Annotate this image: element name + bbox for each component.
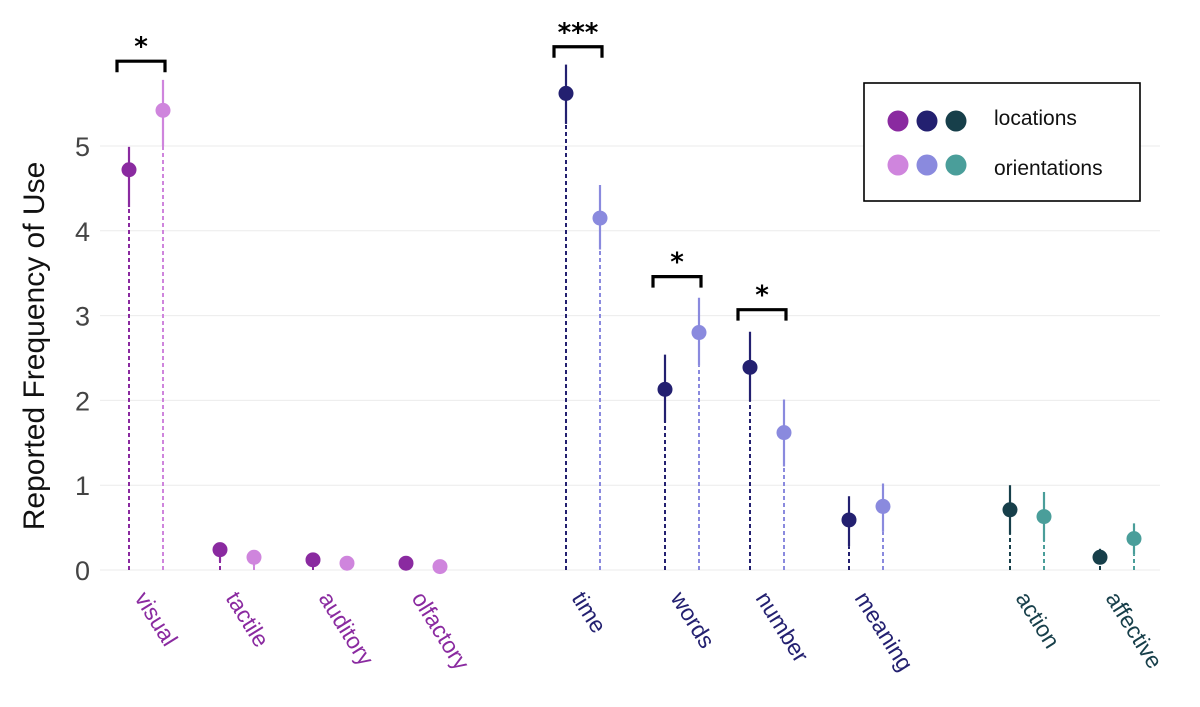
meaning-locations-point [841,512,857,528]
x-tick-label-number: number [751,587,815,667]
legend-label-orientations: orientations [994,157,1103,180]
auditory-locations-point [305,552,321,568]
auditory-orientations-point [339,555,355,571]
y-axis-label: Reported Frequency of Use [18,162,51,531]
tactile-orientations-point [246,549,262,565]
action-orientations-point [1036,509,1052,525]
x-tick-label-affective: affective [1101,587,1168,673]
action-locations-point [1002,502,1018,518]
y-tick-label: 1 [75,471,90,501]
y-tick-label: 0 [75,556,90,586]
x-tick-label-auditory: auditory [314,587,380,671]
significance-stars-number: * [755,281,769,311]
y-tick-label: 5 [75,132,90,162]
y-tick-label: 4 [75,217,90,247]
legend-swatch-orientations [945,154,967,176]
significance-bracket-words [651,274,703,288]
olfactory-locations-point [398,555,414,571]
time-orientations-point [592,210,608,226]
gridlines [100,145,1160,571]
y-axis-ticks: 0 1 2 3 4 5 [75,132,90,586]
legend-box [863,82,1141,202]
x-tick-label-time: time [567,587,612,638]
legend-swatch-orientations [916,154,938,176]
meaning-orientations-point [875,498,891,514]
olfactory-orientations-point [432,559,448,575]
legend-swatch-locations [916,110,938,132]
legend-swatch-locations [887,110,909,132]
y-tick-label: 2 [75,386,90,416]
significance-stars-time: *** [558,18,599,48]
affective-orientations-point [1126,531,1142,547]
number-orientations-point [776,425,792,441]
significance-stars-words: * [670,248,684,278]
legend-label-locations: locations [994,107,1077,130]
x-tick-label-visual: visual [130,587,183,651]
x-axis-ticks: visual tactile auditory olfactory time words n… [130,586,1168,675]
significance-stars-visual: * [134,32,148,62]
significance-brackets: * ***** [115,18,788,321]
number-locations-point [742,359,758,375]
x-tick-label-meaning: meaning [850,587,919,676]
words-locations-point [657,381,673,397]
significance-bracket-time [552,45,604,58]
time-locations-point [558,85,574,101]
tactile-locations-point [212,542,228,558]
y-tick-label: 3 [75,302,90,332]
visual-locations-point [121,162,137,178]
legend: locations orientations [863,82,1141,202]
x-tick-label-olfactory: olfactory [407,587,475,675]
data-marks [121,64,1142,575]
significance-bracket-number [736,308,788,321]
legend-swatch-orientations [887,154,909,176]
affective-locations-point [1092,549,1108,565]
x-tick-label-action: action [1011,587,1066,653]
legend-swatch-locations [945,110,967,132]
x-tick-label-tactile: tactile [221,587,275,652]
words-orientations-point [691,325,707,341]
significance-bracket-visual [115,59,167,73]
x-tick-label-words: words [665,586,720,653]
legend-swatches [887,110,967,176]
visual-orientations-point [155,102,171,118]
